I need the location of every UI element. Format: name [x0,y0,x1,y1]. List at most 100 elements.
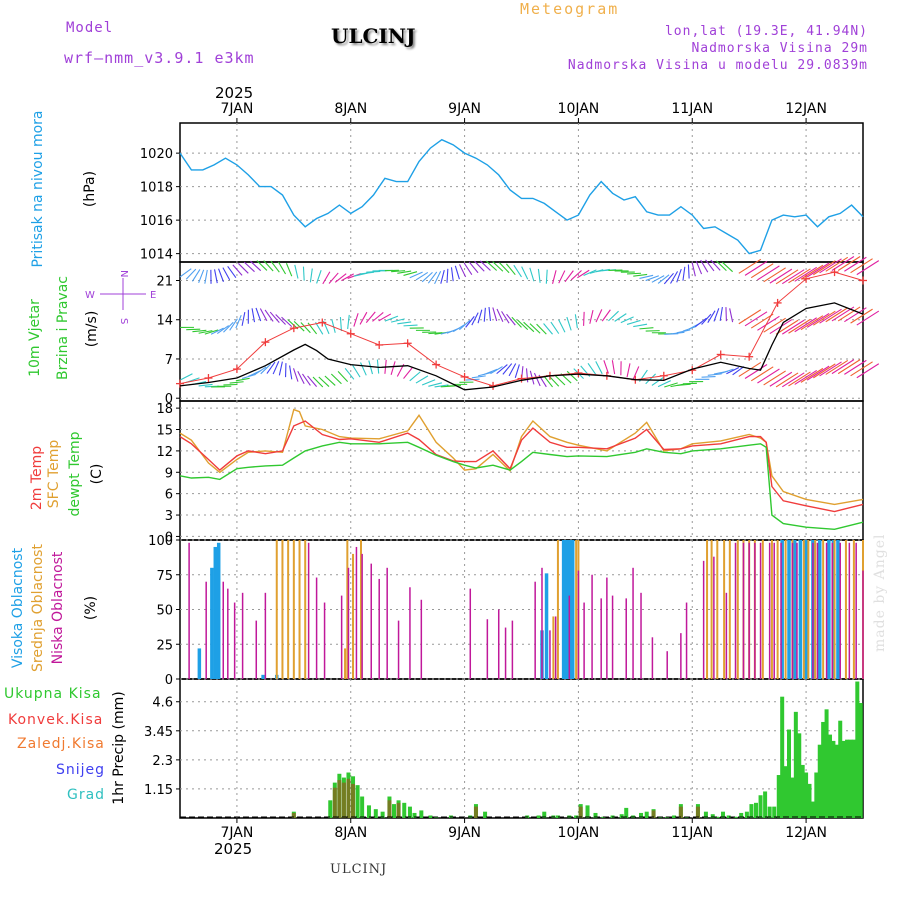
precip-bar-total [542,811,547,818]
cloud-bar-low [511,620,514,679]
wind-arrow [825,256,849,272]
wind-arrow [229,318,238,331]
cloud-bar-high [213,546,218,679]
wind-arrow [633,323,648,328]
precip-bar-total [790,777,795,818]
cloud-bar-low [640,592,642,679]
precip-bar-total [797,733,802,818]
wind-arrow [525,368,529,383]
cloud-bar-mid [344,648,347,679]
wind-arrow [210,327,224,335]
wind-arrow [452,323,466,333]
wind-arrow [537,268,541,283]
wind-arrow [264,309,274,322]
wind-arrow [511,316,522,328]
wind-arrow [788,318,811,334]
precip-bar-total [858,703,863,818]
wind-arrow [806,262,830,278]
wind-arrow [517,319,529,331]
wind-arrow [365,311,376,323]
wind-arrow [763,370,786,386]
cloud-bar-low [773,542,775,679]
precip-bar-total [644,811,649,818]
wind-arrow [334,273,347,283]
cloud-bar-low [355,546,358,679]
wind-arrow [570,270,582,281]
cloud-bar-low [680,633,682,679]
wind-arrow [328,272,339,284]
wind-arrow [397,270,412,274]
wind-arrow [300,322,311,334]
precip-bar-total [360,796,365,818]
cloud-bar-low [831,542,834,679]
cloud-bar-low [780,542,782,679]
precip-bar-convective [678,806,683,818]
wind-arrow [691,262,696,277]
wind-arrow [663,272,674,285]
wind-arrow [315,322,324,335]
precip-bar-total [810,801,815,818]
wind-arrow [601,309,611,322]
wind-arrow [844,307,867,323]
cloud-bar-low [816,542,819,679]
precip-bar-total [710,814,715,818]
gust-line [179,271,864,387]
wind-arrow [366,270,381,273]
wind-arrow [794,317,817,333]
wind-arrow [428,382,443,387]
compass-east: E [150,290,156,301]
wind-arrow [806,312,830,328]
wind-arrow [359,271,375,275]
wind-arrow [794,266,817,282]
wind-arrow [223,321,234,333]
precip-bar-total [483,811,488,818]
cloud-bar-low [347,567,350,679]
wind-arrow [548,375,560,387]
cloud-bar-low [685,602,688,679]
precip-bar-total [593,812,598,818]
wind-arrow [198,383,213,387]
cloud-bar-mid [352,553,355,679]
cloud-bar-low [666,651,668,679]
wind-arrow [577,269,590,279]
wind-arrow [831,256,855,271]
cloud-bar-high [792,540,797,679]
meteogram-title: Meteogram [520,0,620,18]
wind-arrow [498,262,510,274]
wind-arrow [391,270,406,273]
precip-bar-total [848,739,853,818]
footer-station: ULCINJ [330,862,388,877]
compass-south: S [118,318,129,324]
wind-arrow [645,275,660,282]
compass-north: N [118,270,129,277]
wind-arrow [710,259,721,271]
wind-arrow [459,264,467,278]
wind-arrow [595,309,603,323]
wind-arrow [492,261,504,272]
precip-bar-convective [341,782,346,818]
wind-arrow [695,317,707,328]
wind-arrow [513,264,522,278]
wind-arrow [277,261,287,275]
wind-arrow [750,313,774,329]
cloud-bar-low [583,602,585,679]
wind-arrow [390,318,405,323]
wind-arrow [378,313,392,322]
precip-bar-convective [473,806,478,818]
y-tick-label: 25 [156,638,173,653]
y-tick-label: 1014 [140,248,173,263]
wind-arrow [566,316,572,331]
y-tick-label: 0 [165,392,173,407]
wind-arrow [626,319,641,325]
wind-arrow [492,307,498,322]
wind-arrow [293,320,305,332]
wind-arrow [309,268,313,283]
wind-arrow [603,360,609,374]
wind-arrow [721,261,733,273]
y-tick-label: 6 [165,488,173,503]
wind-arrow [676,268,682,283]
wind-arrow [250,260,262,272]
pressure-line [179,138,864,255]
precip-bar-total [428,815,433,818]
wind-arrow [705,259,715,272]
